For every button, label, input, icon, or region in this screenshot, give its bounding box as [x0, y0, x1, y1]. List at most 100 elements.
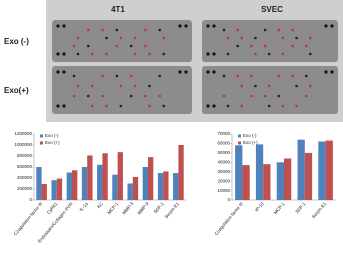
- blot-dot: [277, 94, 281, 98]
- blot-dot: [240, 104, 244, 108]
- blot-dot: [226, 36, 230, 40]
- bar: [163, 171, 169, 200]
- blot-dot: [295, 36, 298, 40]
- blot-dot: [144, 94, 147, 98]
- x-tick-label: MCP-1: [106, 201, 119, 215]
- x-tick-label: SDF-1: [153, 201, 166, 215]
- blot-dot: [119, 84, 123, 88]
- blot-dot: [184, 24, 188, 28]
- blot-dot: [56, 70, 60, 74]
- blot-dot: [267, 104, 271, 108]
- x-tick-label: Coagulation factor III: [214, 201, 245, 236]
- blot-dot: [295, 104, 298, 108]
- blot-dot: [105, 36, 108, 40]
- y-tick-label: 1200000: [14, 131, 32, 136]
- blot-dot: [72, 44, 76, 48]
- legend-swatch: [238, 134, 241, 138]
- blot-dot: [291, 44, 294, 48]
- blot-dot: [129, 74, 133, 78]
- blot-dot: [304, 44, 308, 48]
- blot-dot: [119, 36, 123, 40]
- blot-dot: [281, 36, 285, 40]
- blot-dot: [212, 70, 216, 74]
- blot-dot: [101, 94, 104, 98]
- blot-dot: [76, 52, 80, 56]
- blot-dot: [76, 36, 80, 40]
- blot-dot: [330, 24, 334, 28]
- y-tick-label: 50000: [217, 150, 230, 155]
- bar: [255, 144, 264, 200]
- bar: [72, 170, 78, 200]
- bar: [325, 140, 333, 200]
- blot-dot: [222, 94, 226, 98]
- bar: [235, 145, 243, 200]
- bar: [157, 173, 164, 200]
- blot-dot: [129, 94, 133, 98]
- blot-dot: [212, 24, 216, 28]
- blot-dot: [240, 36, 244, 40]
- blot-dot: [144, 28, 147, 32]
- legend-label: Exo (+): [243, 140, 258, 145]
- bar: [263, 164, 271, 200]
- blot-dot: [250, 44, 253, 48]
- blot-dot: [148, 84, 151, 88]
- bar: [66, 172, 72, 200]
- blot-dot: [144, 44, 147, 48]
- blot-dot: [222, 28, 226, 32]
- bar: [173, 173, 179, 200]
- blot-dot: [281, 104, 285, 108]
- y-tick-label: 70000: [217, 131, 230, 136]
- blot-dot: [105, 52, 108, 56]
- blot-dot: [62, 70, 66, 74]
- bar: [117, 152, 123, 200]
- bar: [132, 176, 139, 200]
- bar: [87, 155, 93, 200]
- blot-dot: [178, 70, 182, 74]
- y-tick-label: 40000: [217, 159, 230, 164]
- bar: [81, 167, 88, 200]
- y-tick-label: 60000: [217, 141, 230, 146]
- legend-label: Exo (-): [45, 133, 59, 138]
- blot-dot: [62, 104, 66, 108]
- blot-dot: [86, 44, 90, 48]
- blot-panel: [52, 66, 192, 114]
- y-tick-label: 20000: [217, 178, 230, 183]
- blot-dot: [90, 52, 94, 56]
- x-tick-label: Coagulation factor III: [13, 201, 44, 236]
- bar: [178, 145, 184, 200]
- y-tick-label: 200000: [17, 186, 33, 191]
- y-tick-label: 400000: [17, 175, 33, 180]
- blot-dot: [277, 74, 281, 78]
- blot-dot: [56, 52, 60, 56]
- blot-dot: [254, 52, 257, 56]
- blot-dot: [254, 36, 257, 40]
- legend-swatch: [40, 141, 43, 145]
- blot-dot: [277, 28, 281, 32]
- bar: [112, 174, 118, 200]
- blot-dot: [212, 104, 216, 108]
- blot-dot: [308, 52, 312, 56]
- y-tick-label: 0: [227, 197, 230, 202]
- column-label: 4T1: [111, 5, 125, 14]
- blot-dot: [72, 74, 76, 78]
- blot-dot: [90, 104, 94, 108]
- y-tick-label: 600000: [17, 164, 33, 169]
- blot-dot: [133, 36, 137, 40]
- y-tick-label: 800000: [17, 153, 33, 158]
- blot-dot: [250, 74, 253, 78]
- x-tick-label: MMP-9: [137, 201, 150, 216]
- bar: [242, 165, 250, 200]
- blot-dot: [295, 84, 298, 88]
- blot-dot: [76, 84, 80, 88]
- blot-dot: [236, 44, 240, 48]
- legend-label: Exo (-): [243, 133, 257, 138]
- blot-dot: [206, 104, 210, 108]
- bar: [276, 162, 284, 200]
- x-tick-label: MCP-1: [273, 201, 286, 215]
- blot-dot: [184, 70, 188, 74]
- bar: [284, 158, 292, 200]
- blot-dot: [90, 84, 94, 88]
- blot-dot: [86, 28, 90, 32]
- bar: [318, 141, 326, 200]
- blot-dot: [222, 74, 226, 78]
